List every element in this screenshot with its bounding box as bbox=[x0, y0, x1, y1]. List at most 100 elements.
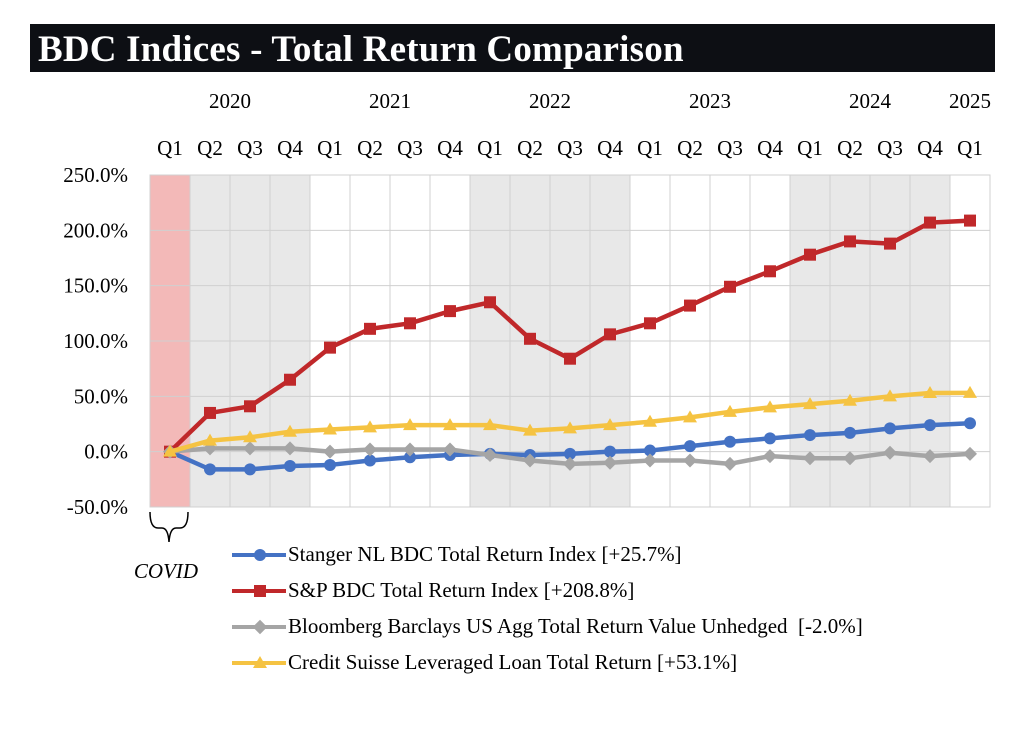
data-point bbox=[724, 435, 736, 448]
data-point bbox=[843, 451, 857, 466]
data-point bbox=[323, 422, 337, 435]
year-label: 2023 bbox=[689, 89, 731, 113]
data-point bbox=[603, 418, 617, 431]
plot-border bbox=[149, 174, 991, 508]
data-point bbox=[323, 444, 337, 459]
data-point bbox=[564, 352, 576, 365]
data-point bbox=[404, 451, 416, 464]
data-point bbox=[403, 418, 417, 431]
data-point bbox=[483, 418, 497, 431]
year-label: 2024 bbox=[849, 89, 892, 113]
data-point bbox=[524, 332, 536, 345]
legend-label: Bloomberg Barclays US Agg Total Return V… bbox=[288, 614, 863, 638]
data-point bbox=[644, 317, 656, 330]
covid-brace bbox=[149, 511, 189, 543]
data-point bbox=[924, 419, 936, 432]
data-point bbox=[644, 444, 656, 457]
quarter-label: Q1 bbox=[157, 136, 183, 160]
data-point bbox=[203, 433, 217, 446]
triangle-marker-icon bbox=[253, 656, 267, 668]
data-point bbox=[723, 404, 737, 417]
y-tick-label: 200.0% bbox=[63, 218, 128, 242]
quarter-label: Q3 bbox=[397, 136, 423, 160]
data-point bbox=[283, 441, 297, 456]
data-point bbox=[483, 447, 497, 462]
data-point bbox=[324, 458, 336, 471]
data-point bbox=[443, 418, 457, 431]
data-point bbox=[963, 446, 977, 461]
quarter-labels: Q1 Q2 Q3 Q4 Q1 Q2 Q3 Q4 Q1 Q2 Q3 Q4 Q1 Q2 Q3 Q4 Q1 Q2 Q3 Q4… bbox=[157, 136, 983, 160]
data-point bbox=[604, 445, 616, 458]
data-point bbox=[803, 451, 817, 466]
y-tick-label: 50.0% bbox=[74, 384, 128, 408]
legend-label: Credit Suisse Leveraged Loan Total Retur… bbox=[288, 650, 738, 674]
data-point bbox=[484, 296, 496, 309]
data-point bbox=[723, 456, 737, 471]
year-label: 2020 bbox=[209, 89, 251, 113]
data-point bbox=[883, 445, 897, 460]
year-labels: 2020 2021 2022 2023 2024 2025 bbox=[209, 89, 991, 113]
series-lines bbox=[163, 214, 977, 476]
data-point bbox=[243, 430, 257, 443]
data-point bbox=[804, 429, 816, 442]
data-point bbox=[604, 328, 616, 341]
quarter-label: Q4 bbox=[917, 136, 943, 160]
data-point bbox=[243, 441, 257, 456]
data-point bbox=[763, 400, 777, 413]
data-point bbox=[844, 426, 856, 439]
data-point bbox=[684, 440, 696, 453]
y-tick-label: 100.0% bbox=[63, 329, 128, 353]
data-point bbox=[764, 432, 776, 445]
data-point bbox=[964, 417, 976, 430]
data-point bbox=[964, 214, 976, 227]
data-point bbox=[923, 386, 937, 399]
quarter-label: Q2 bbox=[677, 136, 703, 160]
data-point bbox=[523, 423, 537, 436]
data-point bbox=[763, 449, 777, 464]
year-label: 2022 bbox=[529, 89, 571, 113]
data-point bbox=[163, 444, 177, 457]
year-label: 2025 bbox=[949, 89, 991, 113]
title-bar: BDC Indices - Total Return Comparison bbox=[30, 24, 995, 72]
data-point bbox=[403, 442, 417, 457]
quarter-label: Q4 bbox=[437, 136, 463, 160]
series-triangle bbox=[163, 385, 977, 457]
data-point bbox=[443, 442, 457, 457]
quarter-label: Q1 bbox=[957, 136, 983, 160]
data-point bbox=[924, 216, 936, 229]
data-point bbox=[244, 463, 256, 476]
data-point bbox=[564, 447, 576, 460]
data-point bbox=[884, 422, 896, 435]
data-point bbox=[563, 421, 577, 434]
data-point bbox=[643, 453, 657, 468]
y-tick-label: 0.0% bbox=[84, 440, 128, 464]
data-point bbox=[844, 235, 856, 248]
data-point bbox=[963, 385, 977, 398]
quarter-label: Q4 bbox=[277, 136, 303, 160]
data-point bbox=[244, 400, 256, 413]
quarter-label: Q2 bbox=[837, 136, 863, 160]
data-point bbox=[683, 453, 697, 468]
data-point bbox=[803, 397, 817, 410]
data-point bbox=[363, 420, 377, 433]
data-point bbox=[364, 322, 376, 335]
data-point bbox=[283, 424, 297, 437]
data-point bbox=[884, 237, 896, 250]
data-point bbox=[204, 463, 216, 476]
quarter-label: Q2 bbox=[197, 136, 223, 160]
data-point bbox=[684, 299, 696, 312]
data-point bbox=[724, 280, 736, 293]
data-point bbox=[404, 317, 416, 330]
circle-marker-icon bbox=[254, 549, 266, 561]
data-point bbox=[883, 389, 897, 402]
square-marker-icon bbox=[254, 585, 266, 597]
data-point bbox=[363, 442, 377, 457]
legend-label: S&P BDC Total Return Index [+208.8%] bbox=[288, 578, 635, 602]
quarter-label: Q2 bbox=[517, 136, 543, 160]
quarter-label: Q1 bbox=[797, 136, 823, 160]
data-point bbox=[603, 455, 617, 470]
data-point bbox=[523, 453, 537, 468]
data-point bbox=[324, 341, 336, 354]
quarter-label: Q3 bbox=[557, 136, 583, 160]
